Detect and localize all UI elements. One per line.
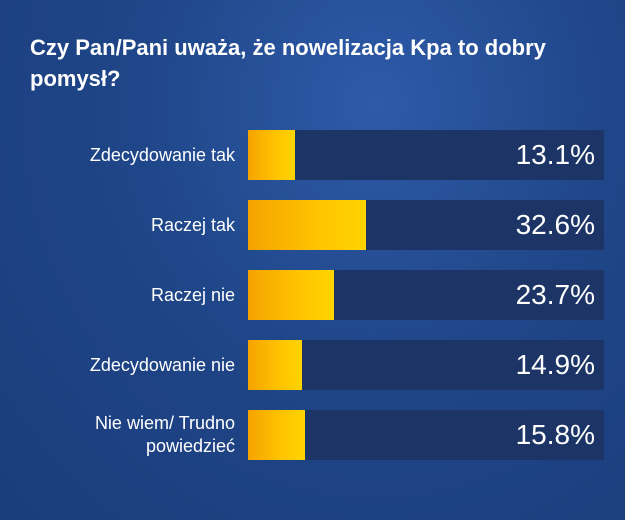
value-label: 32.6%: [515, 209, 595, 240]
bar: [248, 130, 296, 180]
bar-track: [248, 340, 604, 390]
category-label: Zdecydowanie nie: [89, 354, 235, 375]
value-label: 13.1%: [515, 139, 595, 170]
chart-title: Czy Pan/Pani uważa, że nowelizacja Kpa t…: [30, 35, 546, 91]
bar: [248, 200, 366, 250]
category-label: Raczej nie: [150, 284, 235, 305]
bar-track: [248, 410, 604, 460]
value-label: 14.9%: [515, 349, 595, 380]
bar: [248, 340, 302, 390]
bar: [248, 410, 306, 460]
bar: [248, 270, 334, 320]
category-label: Nie wiem/ Trudno powiedzieć: [94, 413, 235, 456]
value-label: 23.7%: [515, 279, 595, 310]
category-label: Raczej tak: [150, 214, 235, 235]
category-label: Zdecydowanie tak: [89, 144, 235, 165]
value-label: 15.8%: [515, 419, 595, 450]
bar-track: [248, 130, 604, 180]
